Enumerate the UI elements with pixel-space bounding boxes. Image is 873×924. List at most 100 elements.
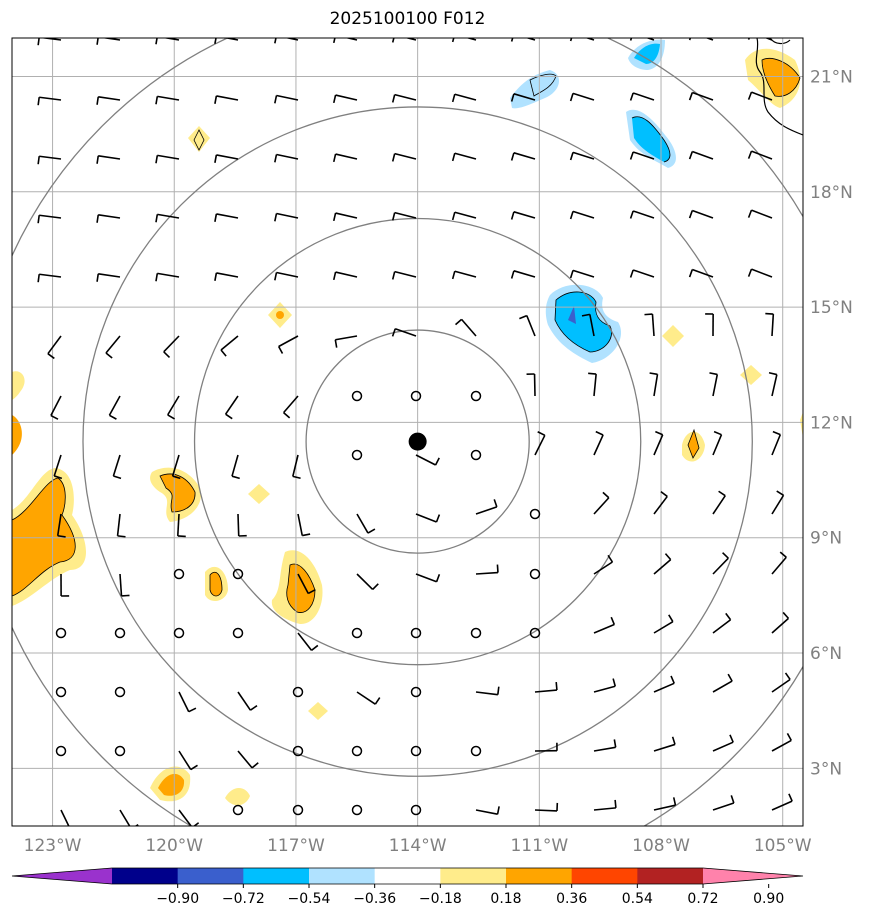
wind-barb — [747, 91, 773, 101]
lat-tick-label: 15°N — [810, 298, 853, 318]
positive-anomaly-10n — [248, 484, 270, 504]
wind-barb — [688, 268, 714, 278]
wind-barb — [519, 314, 536, 337]
wind-barb — [534, 431, 546, 456]
calm-wind-marker — [292, 686, 304, 698]
wind-barb — [155, 213, 180, 223]
wind-barb — [391, 38, 417, 43]
wind-barb — [593, 491, 610, 515]
wind-barb — [297, 513, 311, 537]
wind-barb — [451, 93, 477, 103]
calm-wind-marker — [529, 508, 541, 520]
wind-barb — [155, 272, 180, 282]
lon-tick-label: 108°W — [632, 836, 690, 856]
wind-barb — [771, 490, 785, 515]
wind-barb — [274, 38, 299, 44]
wind-barb — [391, 211, 417, 221]
colorbar-tick-label: 0.90 — [753, 891, 784, 907]
wind-barb — [653, 736, 676, 752]
positive-anomaly-106w — [740, 365, 762, 385]
wind-barb — [96, 155, 121, 164]
wind-barb — [96, 273, 121, 282]
wind-barb — [569, 210, 595, 220]
calm-wind-marker — [351, 745, 363, 757]
wind-barb — [712, 673, 733, 693]
wind-barb — [47, 335, 62, 360]
wind-barb — [231, 454, 240, 480]
wind-barb — [332, 38, 358, 44]
wind-barb — [167, 395, 180, 420]
wind-barb — [237, 750, 259, 769]
calm-wind-marker — [410, 627, 422, 639]
wind-barb — [765, 312, 775, 337]
colorbar-segment — [243, 868, 310, 884]
longitude-tick-labels: 123°W 120°W 117°W 114°W 111°W 108°W 105°W — [24, 836, 812, 856]
calm-wind-marker — [470, 449, 482, 461]
colorbar-low-extend — [12, 868, 112, 884]
positive-anomaly-west-spot — [12, 371, 25, 400]
calm-wind-marker — [173, 627, 185, 639]
wind-barb — [415, 573, 441, 583]
range-ring — [305, 329, 530, 554]
calm-wind-marker — [114, 686, 126, 698]
wind-barb — [747, 209, 773, 219]
lat-tick-label: 12°N — [810, 413, 853, 433]
wind-barb — [37, 96, 62, 106]
colorbar-segment — [374, 868, 441, 884]
wind-barb — [771, 611, 790, 634]
calm-wind-marker — [470, 627, 482, 639]
colorbar-high-extend — [703, 868, 803, 884]
wind-barb — [771, 551, 787, 575]
wind-barb — [391, 93, 417, 103]
wind-barb — [356, 691, 381, 705]
calm-wind-marker — [173, 568, 185, 580]
colorbar-segment — [571, 868, 638, 884]
wind-barb — [37, 214, 62, 224]
wind-barbs — [37, 38, 793, 826]
wind-barb — [534, 742, 558, 752]
wind-barb — [332, 153, 358, 163]
wind-barb — [332, 212, 358, 222]
wind-barb — [356, 513, 376, 534]
wind-barb — [653, 675, 675, 693]
wind-barb — [688, 38, 714, 41]
positive-anomaly-107w-core — [688, 430, 699, 458]
positive-anomaly-ne-core — [762, 58, 800, 97]
colorbar-tick-label: 0.18 — [490, 891, 521, 907]
wind-barb — [593, 678, 617, 693]
wind-barb — [60, 573, 70, 597]
wind-barb — [274, 212, 299, 222]
wind-barb — [709, 372, 719, 397]
calm-wind-marker — [55, 627, 67, 639]
calm-wind-marker — [292, 804, 304, 816]
calm-wind-marker — [55, 745, 67, 757]
wind-barb — [653, 430, 664, 456]
wind-barb — [629, 92, 655, 101]
wind-barb — [747, 150, 773, 160]
wind-barb — [653, 490, 668, 515]
wind-barb — [108, 395, 121, 420]
wind-barb — [415, 454, 440, 466]
wind-barb — [569, 269, 595, 279]
wind-barb — [297, 632, 319, 651]
wind-barb — [282, 395, 299, 419]
negative-anomaly-main-center — [568, 306, 576, 324]
wind-barb — [712, 734, 734, 752]
wind-barb — [771, 430, 782, 456]
calm-wind-marker — [410, 804, 422, 816]
wind-barb — [712, 552, 729, 575]
wind-barb — [356, 573, 379, 591]
positive-anomaly-120w-core — [160, 473, 196, 512]
map-title: 2025100100 F012 — [329, 9, 486, 29]
calm-wind-marker — [351, 449, 363, 461]
wind-barb — [510, 93, 536, 102]
wind-barb — [220, 335, 239, 357]
calm-wind-marker — [114, 745, 126, 757]
wind-barb — [581, 313, 595, 337]
positive-anomaly-117w-core — [286, 564, 315, 613]
wind-barb — [214, 154, 239, 163]
wind-barb — [451, 270, 477, 280]
anomaly-contour-lines — [12, 58, 801, 613]
lat-tick-label: 18°N — [810, 183, 853, 203]
